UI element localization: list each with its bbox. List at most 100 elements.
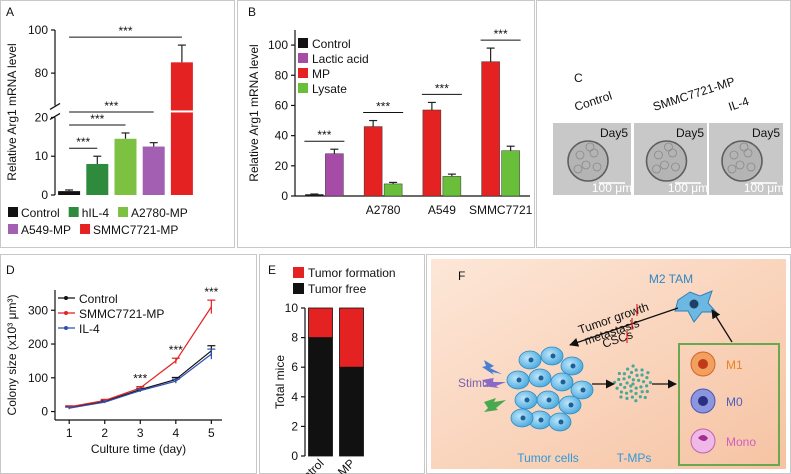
significance-label: *** [204, 285, 218, 299]
y-tick-label: 80 [35, 66, 49, 80]
legend-label: SMMC7721-MP [93, 223, 178, 237]
image-title: SMMC7721-MP [651, 74, 737, 114]
tmp-dot [645, 375, 649, 380]
tmp-dot [635, 373, 639, 378]
y-tick-label: 300 [28, 303, 48, 317]
arrow [711, 309, 733, 343]
significance-label: *** [90, 112, 104, 126]
arrow [569, 307, 679, 347]
legend-label: Control [79, 292, 118, 306]
m0-label: M0 [726, 395, 743, 409]
spheroid-cell [575, 150, 585, 160]
y-tick-label: 6 [291, 360, 298, 374]
y-axis-label: Total mice [273, 355, 287, 409]
stimulus-bolt [484, 398, 506, 412]
macrophage-box [678, 343, 780, 466]
tmp-dot [645, 384, 649, 388]
spheroid-cell [735, 160, 745, 170]
tmp-dot [646, 371, 650, 375]
spheroid-cell [727, 164, 737, 174]
y-tick-label: 0 [291, 449, 298, 463]
legend-swatch [293, 267, 304, 278]
spheroid-cell [660, 160, 669, 170]
break-gap [169, 110, 194, 113]
day-label: Day5 [752, 126, 780, 140]
legend-marker [64, 311, 68, 315]
tmp-dot [637, 378, 641, 382]
image-title: IL-4 [727, 94, 751, 114]
series-line [69, 353, 212, 409]
tmp-dot [634, 386, 638, 390]
legend-label: MP [312, 67, 330, 81]
tumor-nucleus [580, 387, 586, 393]
bar [481, 61, 500, 197]
x-axis-label: Culture time (day) [91, 442, 186, 456]
mono-cell [690, 428, 716, 454]
y-tick-label: 100 [28, 23, 48, 37]
mono-label: Mono [726, 435, 756, 449]
tmp-dot [639, 385, 643, 389]
x-tick-label: A2780 [366, 203, 401, 217]
spheroid-cell [581, 160, 591, 170]
legend-label: SMMC7721-MP [79, 307, 164, 321]
x-tick-label: 2 [101, 426, 108, 440]
spheroid-cell [654, 150, 663, 160]
axis-break [49, 102, 61, 110]
legend-label: Tumor formation [308, 266, 396, 280]
legend-swatch [8, 224, 18, 234]
bar [308, 337, 333, 457]
day-label: Day5 [676, 126, 704, 140]
tumor-nucleus [528, 357, 534, 363]
panel-letter: B [248, 5, 256, 19]
tumor-nucleus [546, 397, 552, 403]
tmp-dot [634, 368, 638, 372]
panel-letter: F [458, 269, 465, 283]
y-tick-label: 20 [275, 159, 289, 173]
legend-label: Lactic acid [312, 52, 369, 66]
bar [422, 109, 442, 197]
legend-swatch [118, 207, 129, 217]
tmp-dot [626, 367, 630, 371]
legend-swatch [293, 283, 304, 294]
tmp-dot [625, 396, 629, 400]
tmp-dot [617, 377, 621, 382]
axis-break [49, 112, 61, 120]
y-tick-label: 100 [28, 371, 48, 385]
panel-letter: C [574, 71, 583, 85]
spheroid-cell [729, 150, 739, 160]
tmp-dot [640, 390, 644, 394]
legend-swatch [80, 224, 91, 234]
y-tick-label: 0 [281, 189, 288, 203]
tumor-nucleus [516, 377, 522, 383]
panel-border [0, 0, 235, 248]
tmp-dots [612, 364, 653, 403]
spheroid-cell [573, 164, 583, 174]
bar [308, 307, 333, 339]
spheroid [567, 140, 609, 182]
series-line [69, 306, 212, 408]
tmp-dot [648, 380, 653, 385]
bar [170, 62, 193, 196]
tumor-nucleus [538, 417, 544, 423]
tmp-dot [638, 395, 642, 399]
x-tick-label: 5 [208, 426, 215, 440]
significance-label: *** [133, 372, 147, 386]
tmp-dot [619, 395, 623, 399]
tumor-nucleus [568, 402, 574, 408]
tmp-dot [617, 371, 621, 376]
day-label: Day5 [600, 126, 628, 140]
bar [86, 163, 109, 195]
significance-label: *** [118, 24, 132, 38]
bar [305, 194, 324, 197]
tmps-label: T-MPs [617, 451, 652, 465]
bar [58, 191, 81, 195]
bar [501, 150, 520, 197]
spheroid-cell [589, 148, 599, 158]
x-tick-label: 1 [66, 426, 73, 440]
y-tick-label: 0 [41, 188, 48, 202]
scale-label: 100 μm [592, 181, 632, 195]
m2-label: M2 TAM [649, 272, 693, 286]
significance-label: *** [494, 27, 508, 41]
spheroid-cell [739, 142, 749, 152]
spheroid-cell [671, 162, 680, 172]
